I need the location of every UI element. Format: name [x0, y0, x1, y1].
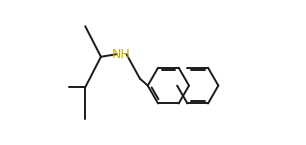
Text: NH: NH	[112, 48, 131, 61]
